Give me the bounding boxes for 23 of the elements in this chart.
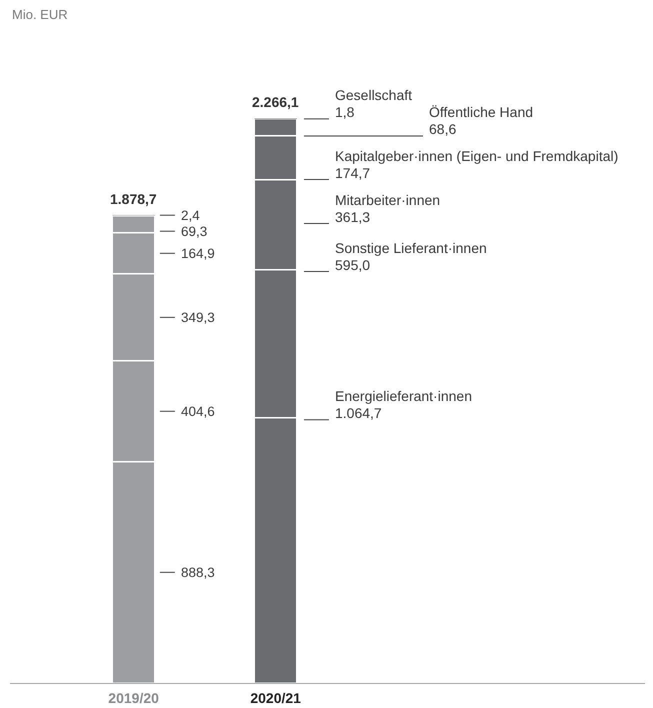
data-label: 404,6 xyxy=(181,404,215,419)
text: Gesellschaft xyxy=(335,87,412,103)
x-tick-label: 2020/21 xyxy=(250,690,302,706)
data-label: 888,3 xyxy=(181,565,215,580)
text: Öffentliche Hand xyxy=(429,104,534,120)
data-label: 1,8 xyxy=(335,104,355,120)
text: Sonstige Lieferant·innen xyxy=(335,240,487,256)
total-label: 1.878,7 xyxy=(110,191,157,207)
total-label: 2.266,1 xyxy=(252,94,299,110)
text: Kapitalgeber·innen (Eigen- und Fremdkapital) xyxy=(335,148,618,164)
text: Mio. EUR xyxy=(12,7,68,22)
data-label: 595,0 xyxy=(335,257,370,273)
text: Mitarbeiter·innen xyxy=(335,192,440,208)
data-label: 1.064,7 xyxy=(335,405,382,421)
text: Energielieferant·innen xyxy=(335,388,472,404)
data-label: 2,4 xyxy=(181,208,200,223)
data-label: 349,3 xyxy=(181,310,215,325)
data-label: 69,3 xyxy=(181,224,208,239)
data-label: 164,9 xyxy=(181,246,215,261)
data-label: 361,3 xyxy=(335,209,370,225)
x-tick-label: 2019/20 xyxy=(108,690,160,706)
data-label: 68,6 xyxy=(429,121,456,137)
data-label: 174,7 xyxy=(335,165,370,181)
